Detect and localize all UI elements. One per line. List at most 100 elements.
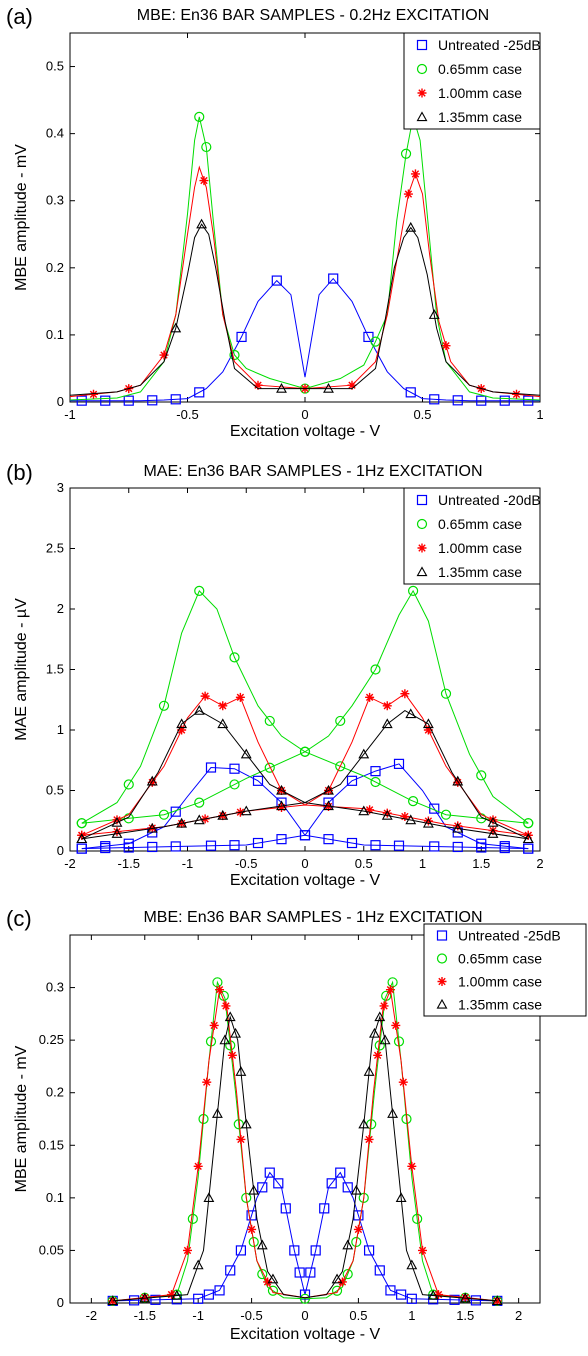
data-point xyxy=(171,1289,183,1300)
legend: Untreated -25dB 0.65mm case 1.00mm case 1.3… xyxy=(423,923,587,1017)
series-line xyxy=(112,1015,498,1302)
data-point xyxy=(523,843,534,854)
data-point xyxy=(522,833,534,844)
legend-marker xyxy=(436,930,448,941)
data-point xyxy=(147,823,157,833)
series-line-lower xyxy=(81,802,529,840)
legend-label: 0.65mm case xyxy=(438,516,522,532)
legend-marker xyxy=(417,543,427,553)
data-point xyxy=(229,763,240,774)
data-point xyxy=(158,809,170,820)
data-point xyxy=(407,1161,417,1171)
data-point xyxy=(370,776,381,788)
data-point xyxy=(267,1285,279,1296)
data-point xyxy=(408,585,419,596)
data-point xyxy=(453,777,463,787)
data-point xyxy=(76,833,88,844)
y-axis-label: MBE amplitude - mV xyxy=(13,1045,30,1192)
data-point xyxy=(452,822,464,833)
y-tick-label: 0 xyxy=(57,394,64,409)
data-point xyxy=(253,380,263,390)
chart-title: MAE: En36 BAR SAMPLES - 1Hz EXCITATION xyxy=(143,463,482,480)
y-tick-label: 0 xyxy=(57,1295,64,1310)
data-point xyxy=(170,806,181,817)
data-point xyxy=(203,1192,215,1203)
x-tick-label: -1 xyxy=(192,1308,204,1323)
data-point xyxy=(373,1050,383,1060)
data-point xyxy=(194,797,205,808)
x-tick-label: 0 xyxy=(301,856,308,871)
data-point xyxy=(257,1182,268,1193)
data-point xyxy=(335,715,346,727)
data-point xyxy=(203,1289,214,1300)
data-point xyxy=(405,814,417,825)
data-point xyxy=(147,777,157,787)
x-tick-label: -0.5 xyxy=(240,1308,262,1323)
data-point xyxy=(323,834,334,845)
data-point xyxy=(405,221,417,232)
data-point xyxy=(166,1290,176,1300)
data-point xyxy=(215,985,225,995)
data-point xyxy=(123,813,134,824)
x-tick-label: 0 xyxy=(301,1308,308,1323)
x-tick-label: -2 xyxy=(64,856,76,871)
series-case135 xyxy=(76,705,534,844)
panel-letter: (a) xyxy=(6,4,33,29)
y-tick-label: 0.3 xyxy=(46,193,64,208)
data-point xyxy=(224,1011,236,1022)
y-tick-label: 0.1 xyxy=(46,1190,64,1205)
data-point xyxy=(100,395,111,406)
data-point xyxy=(170,322,182,333)
legend-label: Untreated -20dB xyxy=(438,492,541,508)
data-point xyxy=(256,1239,268,1250)
series-line-lower xyxy=(81,751,529,824)
series-untreated xyxy=(70,273,540,406)
data-point xyxy=(230,1027,242,1038)
data-point xyxy=(240,748,252,759)
data-point xyxy=(183,1245,192,1255)
data-point xyxy=(229,349,240,361)
data-point xyxy=(264,762,275,773)
data-point xyxy=(396,1289,407,1300)
data-point xyxy=(365,805,375,815)
x-tick-label: -2 xyxy=(86,1308,98,1323)
data-point xyxy=(351,1236,362,1248)
data-point xyxy=(350,1184,362,1195)
data-point xyxy=(76,818,87,829)
data-point xyxy=(363,331,374,343)
data-point xyxy=(370,766,381,777)
series-line xyxy=(70,277,540,402)
data-point xyxy=(299,1293,311,1304)
data-point xyxy=(218,701,228,711)
data-point xyxy=(209,1020,219,1030)
x-tick-label: 0.5 xyxy=(413,407,431,422)
x-tick-label: -1.5 xyxy=(134,1308,156,1323)
series-case135 xyxy=(69,218,541,396)
data-point xyxy=(346,775,358,786)
data-point xyxy=(323,382,334,393)
data-point xyxy=(410,169,420,179)
data-point xyxy=(194,111,205,122)
data-point xyxy=(310,1245,321,1256)
data-point xyxy=(459,1292,471,1303)
data-point xyxy=(368,1027,380,1038)
data-point xyxy=(319,1203,330,1214)
data-point xyxy=(236,1134,246,1144)
data-point xyxy=(385,985,395,995)
series-case135 xyxy=(107,1011,503,1306)
data-point xyxy=(205,762,217,773)
data-point xyxy=(370,840,381,851)
data-point xyxy=(328,273,339,284)
y-tick-label: 0.3 xyxy=(46,980,64,995)
data-point xyxy=(429,394,440,405)
data-point xyxy=(76,843,87,854)
x-tick-label: 2 xyxy=(536,856,543,871)
data-point xyxy=(235,692,245,702)
data-point xyxy=(193,1161,203,1171)
data-point xyxy=(200,691,210,701)
data-point xyxy=(294,1267,305,1278)
data-point xyxy=(364,1134,374,1144)
data-point xyxy=(335,761,346,772)
data-point xyxy=(123,395,134,406)
chart-title: MBE: En36 BAR SAMPLES - 1Hz EXCITATION xyxy=(143,909,482,926)
